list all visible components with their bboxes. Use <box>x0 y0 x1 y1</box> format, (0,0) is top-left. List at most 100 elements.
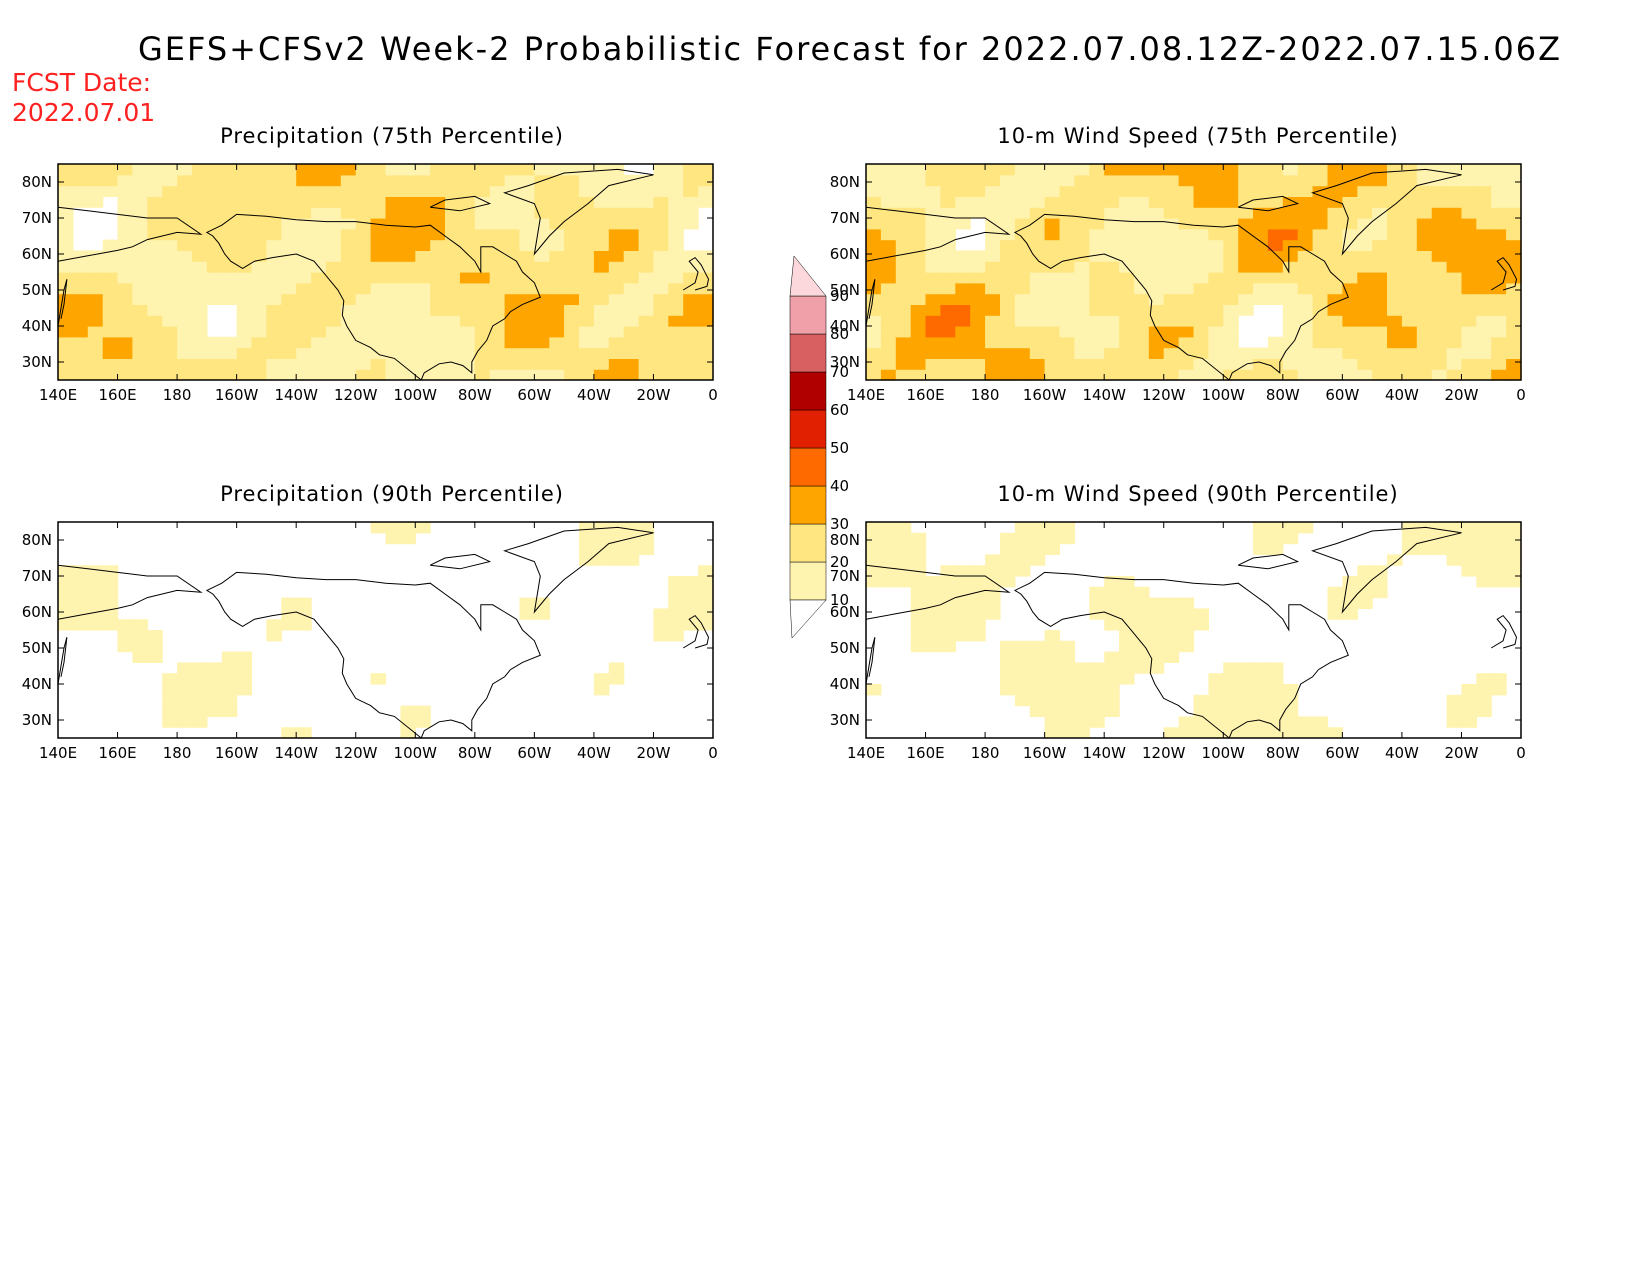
field-cell <box>1178 304 1195 316</box>
field-cell <box>177 185 193 197</box>
field-cell <box>866 164 882 176</box>
field-cell <box>593 684 610 696</box>
field-cell <box>221 684 238 696</box>
field-cell <box>221 272 238 284</box>
field-cell <box>579 293 595 305</box>
field-cell <box>1059 261 1075 273</box>
field-cell <box>326 218 342 230</box>
field-cell <box>102 174 119 187</box>
field-cell <box>1208 347 1224 359</box>
field-cell <box>985 174 1001 187</box>
field-cell <box>1119 576 1135 588</box>
field-cell <box>1148 207 1165 219</box>
field-cell <box>236 164 253 176</box>
field-cell <box>72 261 89 273</box>
field-cell <box>1000 640 1016 653</box>
field-cell <box>474 282 491 295</box>
coastlines <box>57 168 710 381</box>
field-cell <box>1267 207 1284 219</box>
field-cell <box>668 619 684 631</box>
field-cell <box>370 369 387 381</box>
field-cell <box>1059 218 1075 230</box>
field-cell <box>1044 164 1061 176</box>
colorbar-label: 30 <box>830 515 849 533</box>
field-cell <box>895 293 912 305</box>
field-cell <box>1014 315 1031 327</box>
lat-label: 60N <box>22 245 52 263</box>
colorbar-label: 80 <box>830 325 849 343</box>
field-cell <box>1342 250 1358 262</box>
field-cell <box>1282 694 1299 707</box>
field-cell <box>147 651 163 663</box>
field-cell <box>1431 196 1448 208</box>
lon-label: 160E <box>906 386 944 404</box>
field-cell <box>266 174 282 187</box>
field-cell <box>1431 543 1448 555</box>
field-cell <box>519 207 535 219</box>
field-cell <box>1029 336 1046 349</box>
field-cell <box>1327 164 1343 176</box>
field-cell <box>925 174 941 187</box>
field-cell <box>880 185 897 197</box>
field-cell <box>683 597 699 609</box>
field-cell <box>1134 662 1150 674</box>
lat-label: 80N <box>830 173 860 191</box>
field-cell <box>385 347 401 359</box>
field-cell <box>415 336 431 349</box>
field-cell <box>1327 218 1343 230</box>
field-cell <box>72 586 89 599</box>
field-cell <box>1446 336 1463 349</box>
field-cell <box>162 272 178 284</box>
field-cell <box>177 336 193 349</box>
field-cell <box>1148 369 1165 381</box>
field-cell <box>1148 651 1165 663</box>
field-cell <box>1208 684 1224 696</box>
field-cell <box>1238 218 1254 230</box>
field-cell <box>1282 336 1299 349</box>
field-cell <box>1059 250 1075 262</box>
field-cell <box>1134 326 1150 338</box>
field-cell <box>1461 522 1477 534</box>
field-cell <box>1044 336 1061 349</box>
field-cell <box>221 347 238 359</box>
coastline <box>205 571 541 739</box>
field-cell <box>1372 282 1388 295</box>
field-cell <box>192 694 208 707</box>
field-cell <box>147 358 163 370</box>
field-cell <box>1178 261 1195 273</box>
field-cell <box>1000 336 1016 349</box>
field-cell <box>1014 207 1031 219</box>
field-cell <box>1282 304 1299 316</box>
field-cell <box>880 554 897 566</box>
field-cell <box>1000 554 1016 566</box>
field-cell <box>1476 282 1492 295</box>
field-cell <box>683 576 699 588</box>
field-cell <box>638 272 655 284</box>
field-cell <box>955 174 971 187</box>
coastline <box>429 553 492 570</box>
field-cell <box>430 282 446 295</box>
field-cell <box>1074 282 1090 295</box>
field-cell <box>653 272 669 284</box>
field-cell <box>489 358 506 370</box>
field-cell <box>1134 239 1150 251</box>
field-cell <box>1416 358 1433 370</box>
field-cell <box>1014 522 1031 534</box>
field-cell <box>1089 705 1105 717</box>
coastline <box>1490 256 1518 291</box>
coastlines <box>57 526 710 739</box>
field-cell <box>1134 293 1150 305</box>
field-cell <box>1446 532 1463 545</box>
field-cell <box>1446 228 1463 241</box>
field-cell <box>1267 543 1284 555</box>
field-cell <box>1163 272 1180 284</box>
field-cell <box>1342 218 1358 230</box>
field-cell <box>1476 358 1492 370</box>
field-cell <box>102 185 119 197</box>
field-cell <box>579 326 595 338</box>
field-cell <box>1208 727 1224 739</box>
field-cell <box>445 174 461 187</box>
field-cell <box>1178 597 1195 609</box>
field-cell <box>1491 315 1507 327</box>
field-cell <box>698 597 714 609</box>
